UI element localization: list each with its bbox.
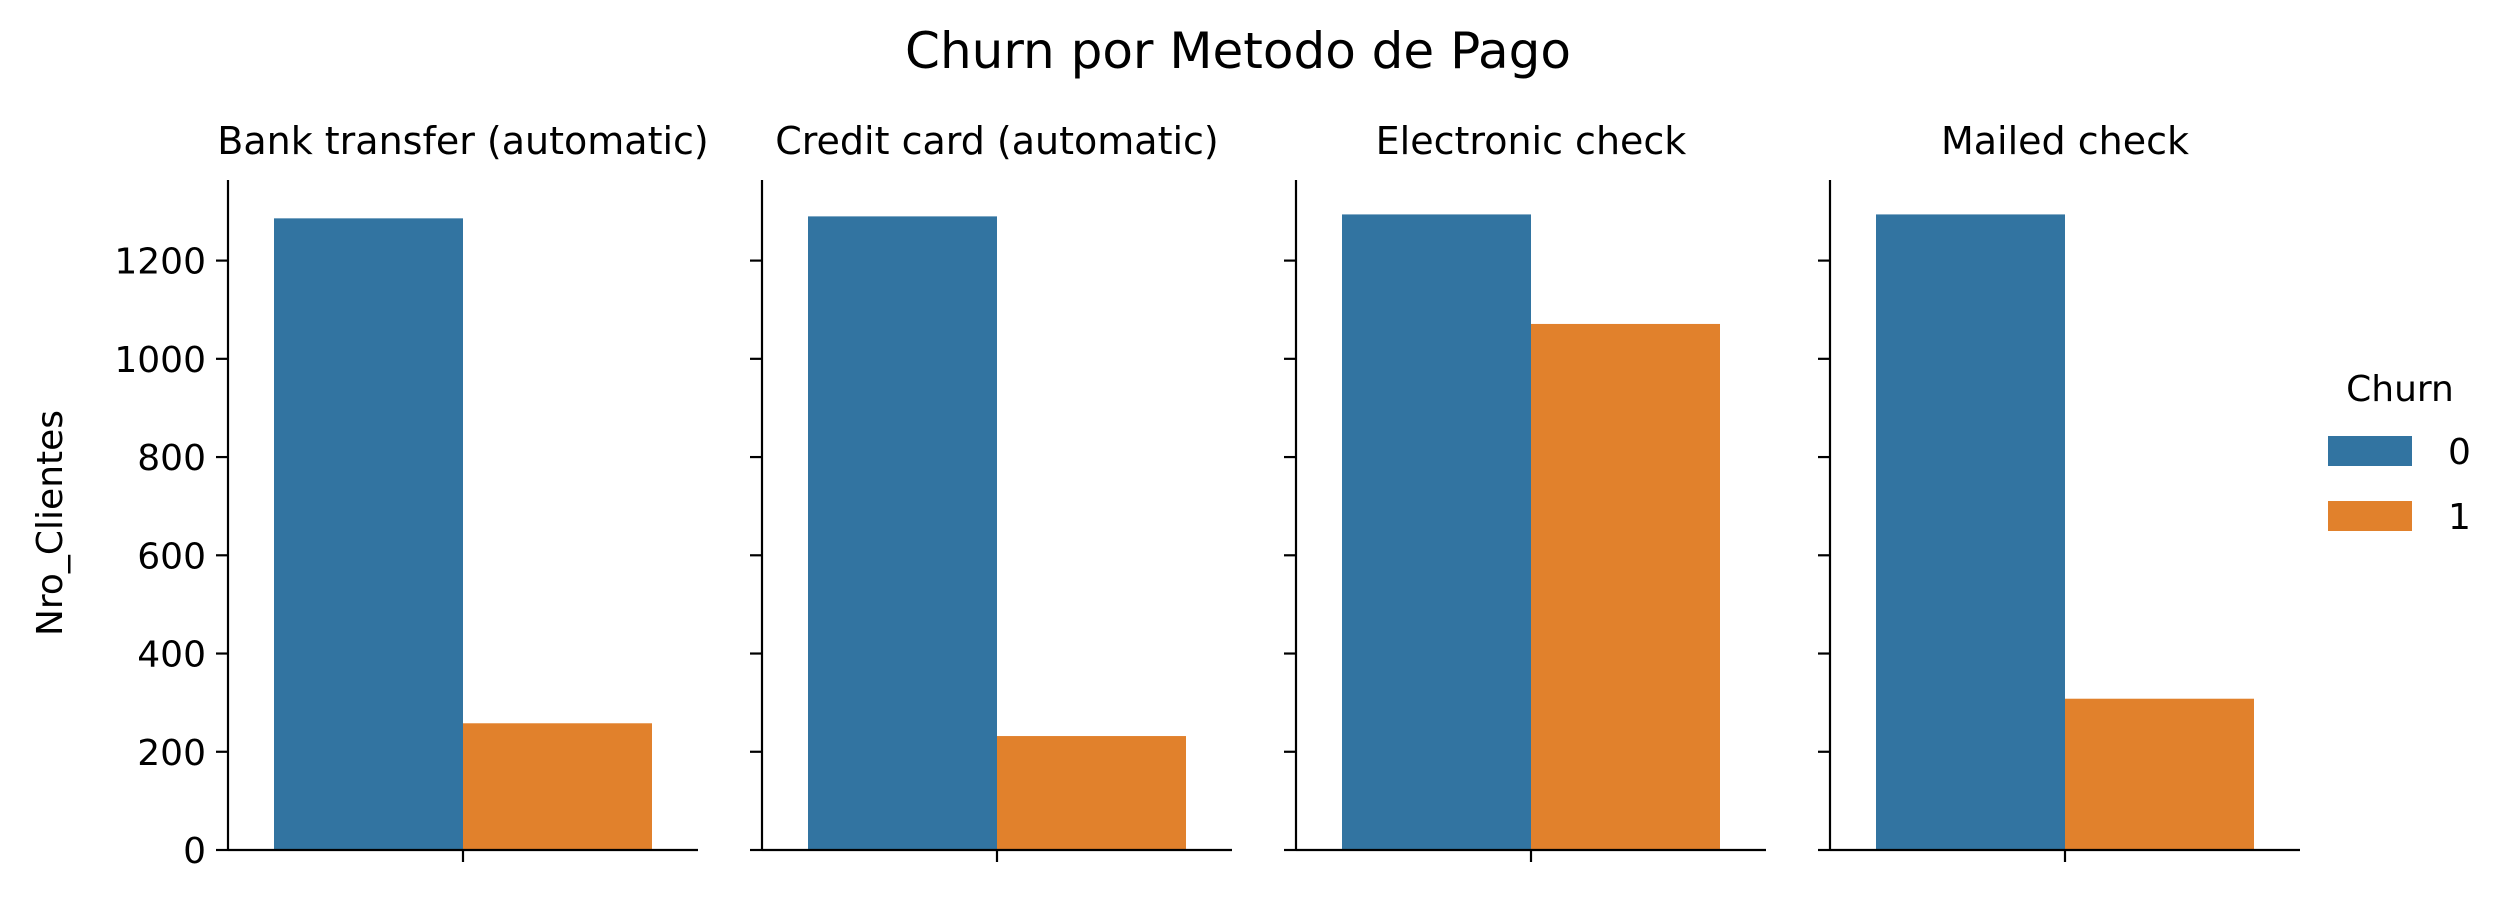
bar-2-churn-0: [808, 216, 997, 851]
panel-title: Bank transfer (automatic): [217, 119, 709, 163]
y-tick-label: 600: [137, 536, 206, 577]
y-tick-label: 800: [137, 438, 206, 479]
bar-2-churn-1: [997, 736, 1186, 850]
legend: Churn 0 1: [2328, 369, 2471, 538]
panel-2: Credit card (automatic): [750, 119, 1232, 862]
legend-swatch-0: [2328, 436, 2412, 466]
facet-panels: 0 200 400 600 800 1000 1200 Bank transfer (auto…: [114, 119, 2300, 872]
panel-3: Electronic check: [1284, 119, 1766, 862]
legend-label-0: 0: [2448, 432, 2471, 473]
panel-title: Mailed check: [1941, 119, 2189, 163]
bar-1-churn-1: [463, 723, 652, 850]
chart-title: Churn por Metodo de Pago: [905, 22, 1571, 80]
bar-4-churn-1: [2065, 698, 2254, 850]
legend-swatch-1: [2328, 501, 2412, 531]
panel-1: 0 200 400 600 800 1000 1200 Bank transfer (auto…: [114, 119, 708, 872]
y-tick-label: 1000: [114, 340, 206, 381]
bar-1-churn-0: [274, 218, 463, 851]
legend-title: Churn: [2346, 369, 2454, 410]
y-tick-label: 400: [137, 635, 206, 676]
bar-4-churn-0: [1876, 214, 2065, 850]
y-tick-label: 0: [183, 831, 206, 872]
bar-3-churn-1: [1531, 323, 1720, 850]
legend-label-1: 1: [2448, 497, 2471, 538]
y-tick-label: 1200: [114, 242, 206, 283]
bar-3-churn-0: [1342, 214, 1531, 850]
y-tick-label: 200: [137, 733, 206, 774]
panel-title: Credit card (automatic): [775, 119, 1219, 163]
panel-title: Electronic check: [1376, 119, 1687, 163]
panel-4: Mailed check: [1818, 119, 2300, 862]
y-axis-label: Nro_Clientes: [30, 410, 71, 636]
